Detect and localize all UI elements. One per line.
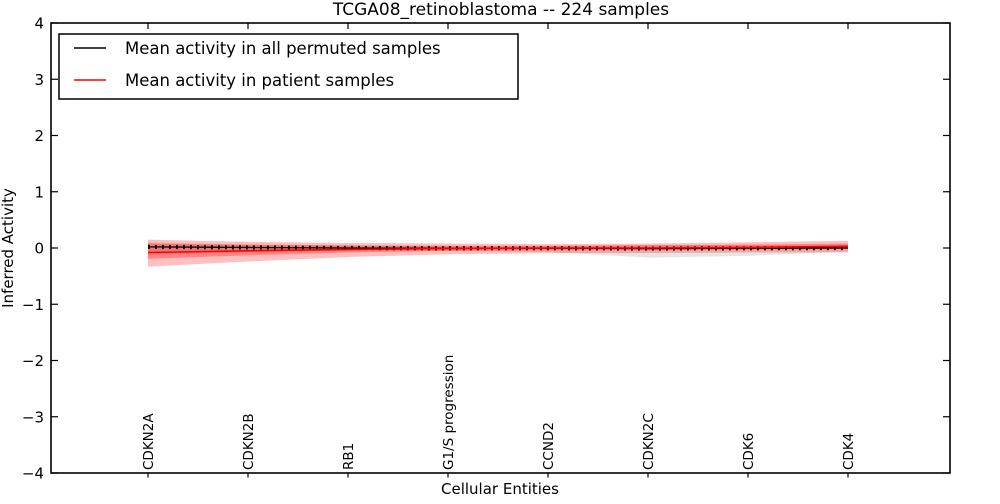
y-tick-label: −3	[22, 408, 44, 426]
x-category-label: CDKN2A	[141, 413, 157, 470]
y-tick-label: 2	[34, 127, 44, 145]
x-axis-label: Cellular Entities	[441, 480, 559, 498]
x-category-labels: CDKN2A CDKN2B RB1 G1/S progression CCND2 CDKN…	[141, 355, 857, 470]
x-category-label: RB1	[341, 443, 357, 470]
y-axis-label: Inferred Activity	[0, 188, 17, 308]
y-tick-label: 1	[34, 183, 44, 201]
legend: Mean activity in all permuted samples Me…	[58, 33, 519, 100]
confidence-bands	[148, 239, 848, 267]
y-tick-label: 4	[34, 15, 44, 33]
x-category-label: CDKN2B	[241, 413, 257, 470]
chart-title: TCGA08_retinoblastoma -- 224 samples	[332, 0, 669, 20]
x-category-label: G1/S progression	[441, 355, 457, 470]
series-lines	[147, 244, 849, 254]
band-patient-samples-outer-spread	[148, 239, 848, 267]
x-category-label: CDKN2C	[641, 413, 657, 470]
y-tick-label: 3	[34, 71, 44, 89]
y-tick-label: −4	[22, 465, 44, 483]
legend-label-permuted-samples: Mean activity in all permuted samples	[125, 39, 441, 58]
legend-label-patient-samples: Mean activity in patient samples	[125, 71, 394, 90]
series-line	[147, 245, 849, 254]
plot-frame	[50, 22, 951, 474]
x-category-label: CDK4	[841, 433, 857, 470]
y-tick-label: −2	[22, 352, 44, 370]
y-tick-label: 0	[34, 240, 44, 258]
y-tick-label: −1	[22, 296, 44, 314]
x-category-label: CCND2	[541, 422, 557, 470]
legend-box	[58, 33, 519, 100]
y-tick-labels: 4 3 2 1 0 −1 −2 −3 −4	[22, 15, 44, 483]
x-category-label: CDK6	[741, 433, 757, 470]
